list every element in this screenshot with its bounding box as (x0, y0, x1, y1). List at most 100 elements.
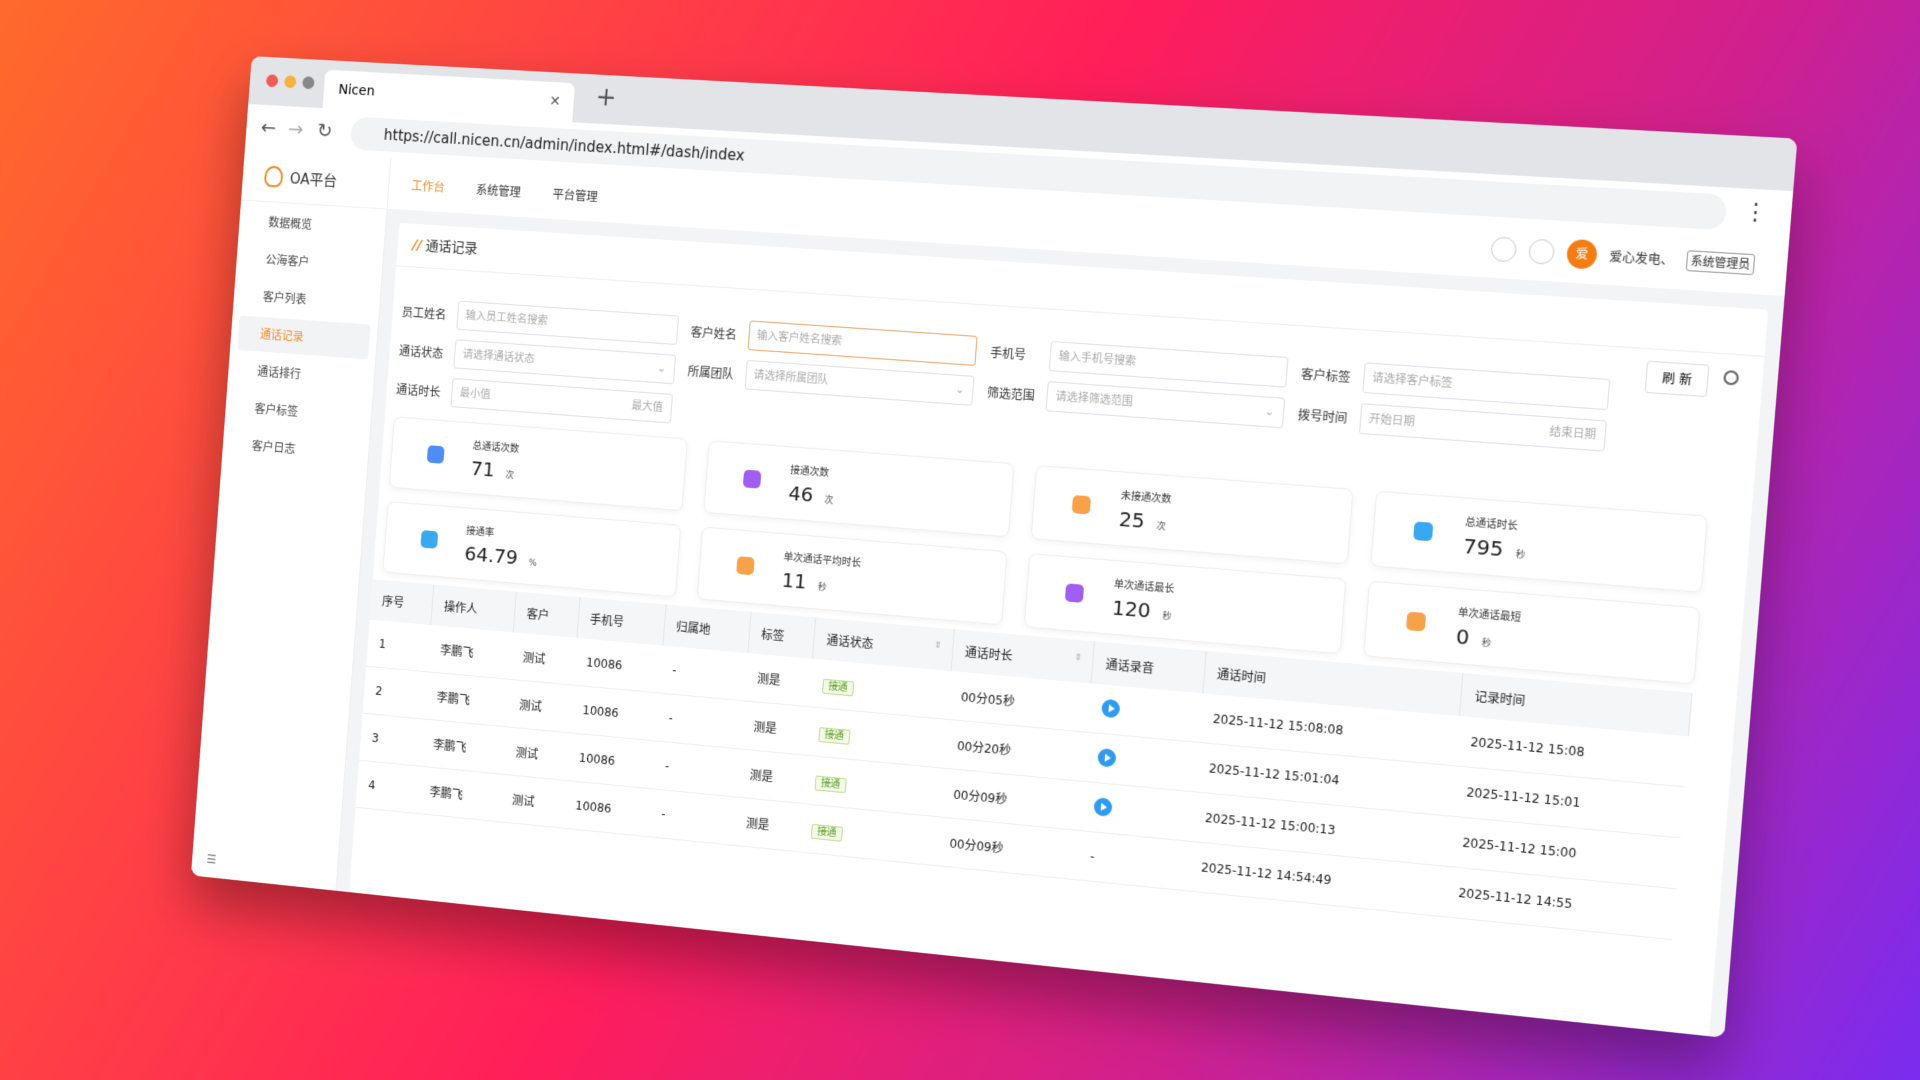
sidebar-item[interactable]: 数据概览 (267, 215, 313, 232)
bell-icon[interactable] (1527, 238, 1556, 265)
app: OA平台 数据概览 公海客户 客户列表 通话记录 通话排行 客户标签 客户日志 ☰ 工作台 系统… (190, 149, 1790, 1038)
input[interactable]: 请选择客户标签 (1361, 362, 1611, 411)
cell-text: 10086 (582, 703, 620, 721)
select[interactable]: 请选择所属团队 ⌄ (744, 359, 975, 406)
stat-unit: 次 (505, 470, 515, 482)
select[interactable]: 请选择筛选范围 ⌄ (1045, 381, 1285, 429)
cell-text: 00分05秒 (960, 689, 1016, 709)
cell-text: - (660, 807, 667, 822)
cell-text: 测是 (749, 767, 774, 784)
tab-close[interactable]: ✕ (548, 93, 562, 110)
menu[interactable]: ⋮ (1742, 198, 1769, 227)
sidebar-item[interactable]: 客户标签 (254, 402, 299, 419)
cell: 测试 (502, 726, 570, 781)
nav-item[interactable]: 平台管理 (552, 187, 599, 204)
cell-text: 4 (367, 778, 376, 793)
forward[interactable]: → (287, 116, 305, 141)
tab-title: Nicen (337, 82, 376, 100)
cell: 10086 (562, 780, 652, 837)
cell: 李鹏飞 (427, 625, 514, 680)
cell: 李鹏飞 (423, 671, 510, 727)
sidebar-item[interactable]: 客户日志 (251, 439, 296, 457)
cell: 测试 (499, 774, 566, 829)
new-tab[interactable]: + (594, 82, 618, 113)
input[interactable]: 输入手机号搜索 (1048, 340, 1288, 388)
filter-label: 拨号时间 (1297, 407, 1348, 426)
nav-item[interactable]: 工作台 (410, 178, 446, 195)
sort-icon[interactable]: ⇕ (1073, 652, 1083, 663)
cell-text: 2025-11-12 14:54:49 (1200, 860, 1332, 888)
refresh-button[interactable]: 刷 新 (1644, 360, 1710, 398)
column-label: 客户 (526, 606, 550, 623)
cell-text: 李鹏飞 (432, 737, 467, 755)
chevron: ⌄ (1264, 404, 1275, 419)
cell: 10086 (573, 637, 663, 694)
cell: 10086 (569, 685, 660, 741)
input[interactable]: 输入客户姓名搜索 (747, 320, 978, 366)
placeholder: 请选择通话状态 (462, 347, 535, 366)
column-label: 手机号 (589, 612, 625, 629)
play-button[interactable] (1100, 698, 1121, 718)
placeholder: 结束日期 (1548, 424, 1597, 442)
input[interactable]: 输入员工姓名搜索 (456, 300, 679, 346)
column-label: 标签 (760, 627, 785, 643)
column-label: 归属地 (675, 619, 712, 637)
input[interactable]: 开始日期 结束日期 (1358, 403, 1607, 452)
cell: 3 (359, 713, 424, 767)
cell-text: 10086 (585, 655, 623, 673)
placeholder: 请选择所属团队 (753, 368, 829, 387)
stat-icon (1406, 611, 1427, 632)
sidebar-item[interactable]: 公海客户 (265, 252, 310, 270)
cell: - (648, 788, 737, 846)
placeholder: 请选择筛选范围 (1055, 389, 1134, 409)
reload[interactable]: ↻ (316, 118, 334, 143)
collapse[interactable]: ☰ (206, 852, 217, 867)
select[interactable]: 请选择通话状态 ⌄ (453, 339, 676, 385)
cell-text: 测是 (745, 815, 770, 832)
cell: - (659, 645, 748, 701)
avatar[interactable]: 爱 (1565, 238, 1598, 270)
sidebar-item[interactable]: 通话记录 (237, 315, 371, 360)
column-label: 通话状态 (825, 632, 874, 651)
column-label: 记录时间 (1474, 689, 1526, 708)
filter-label: 所属团队 (687, 364, 735, 382)
filter-label: 手机号 (989, 345, 1027, 362)
user-name[interactable]: 爱心发电、 (1608, 249, 1675, 268)
chevron: ⌄ (954, 382, 966, 397)
cell: - (655, 693, 745, 749)
close-dot[interactable] (265, 74, 279, 88)
back[interactable]: ← (260, 115, 278, 140)
settings[interactable] (1722, 369, 1740, 386)
cell: 测是 (736, 748, 806, 804)
cell: 测是 (744, 653, 813, 707)
column-label: 通话时长 (964, 644, 1013, 663)
sidebar-item[interactable]: 通话排行 (256, 364, 302, 382)
placeholder: 最小值 (459, 386, 491, 402)
cell-text: 测试 (511, 792, 536, 809)
cell-text: 测试 (522, 650, 546, 666)
stat-value: 120 秒 (1111, 595, 1172, 623)
skin-icon[interactable] (1490, 236, 1518, 263)
placeholder: 输入手机号搜索 (1058, 349, 1137, 368)
play-button[interactable] (1097, 747, 1117, 768)
play-button[interactable] (1093, 796, 1113, 817)
cell-text: 2025-11-12 15:01 (1465, 785, 1582, 811)
cell-text: - (668, 711, 674, 726)
filter-label: 客户姓名 (690, 324, 738, 342)
panel: //通话记录 刷 新 员工姓名 输入员工姓名搜索 客户姓名 输入客户姓名搜索 手机号 输入… (349, 222, 1769, 1037)
nav-item[interactable]: 系统管理 (475, 182, 522, 199)
input[interactable]: 最小值 最大值 (450, 378, 673, 424)
cell-text: 1 (378, 636, 387, 651)
stat-unit: 秒 (1515, 549, 1526, 562)
sidebar-item[interactable]: 客户列表 (262, 290, 307, 307)
placeholder: 输入员工姓名搜索 (465, 308, 549, 328)
cell: 测是 (740, 700, 810, 756)
min-dot[interactable] (283, 75, 297, 89)
cell-text: 测试 (518, 697, 543, 714)
stat-card: 未接通次数 25 次 (1030, 464, 1354, 565)
chevron: ⌄ (656, 361, 667, 375)
stat-value: 71 次 (470, 456, 515, 482)
max-dot[interactable] (302, 76, 315, 90)
sort-icon[interactable]: ⇕ (933, 640, 942, 651)
